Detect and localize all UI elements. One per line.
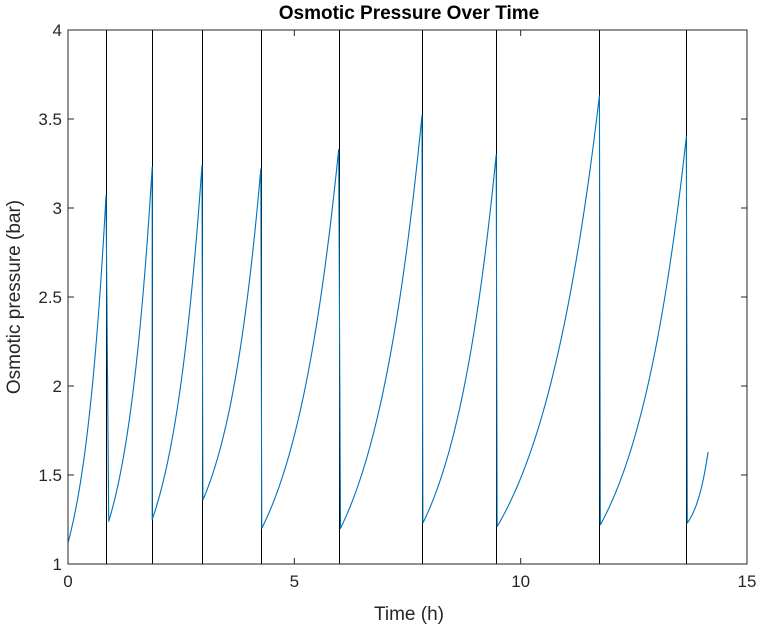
x-tick-label-15: 15 — [738, 572, 757, 591]
axes-box — [67, 29, 748, 565]
y-tick-label-3: 3 — [53, 199, 62, 218]
x-axis-ticks: 0 5 10 15 — [63, 30, 756, 591]
chart-title: Osmotic Pressure Over Time — [279, 3, 540, 24]
osmotic-pressure-line — [67, 95, 709, 543]
y-tick-label-1: 1 — [53, 555, 62, 574]
y-tick-label-2.5: 2.5 — [38, 288, 62, 307]
x-tick-label-0: 0 — [63, 572, 72, 591]
y-axis-ticks: 1 1.5 2 2.5 3 3.5 4 — [38, 21, 747, 574]
y-axis-label: Osmotic pressure (bar) — [4, 200, 25, 394]
y-tick-label-2: 2 — [53, 377, 62, 396]
y-tick-label-3.5: 3.5 — [38, 110, 62, 129]
x-tick-label-10: 10 — [511, 572, 530, 591]
y-tick-label-1.5: 1.5 — [38, 466, 62, 485]
x-tick-label-5: 5 — [290, 572, 299, 591]
series-group — [67, 95, 709, 543]
x-axis-label: Time (h) — [374, 604, 444, 625]
y-tick-label-4: 4 — [53, 21, 62, 40]
